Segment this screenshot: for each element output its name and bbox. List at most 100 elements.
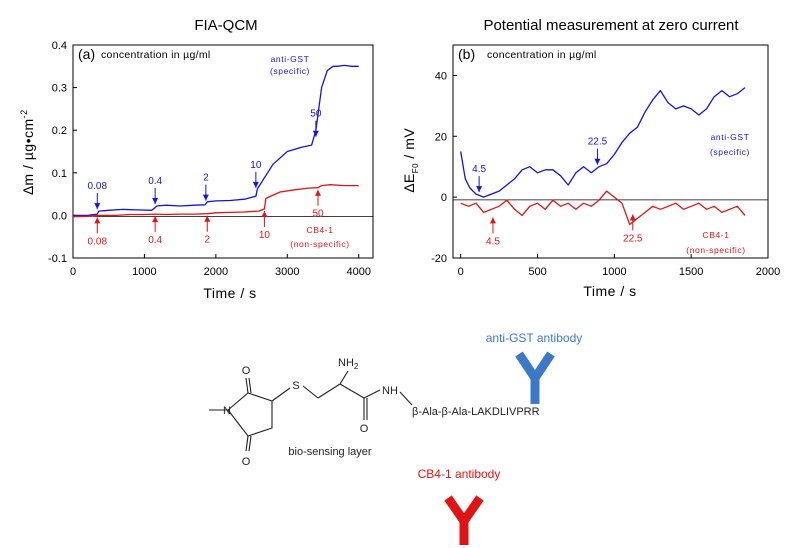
x-tick-label: 3000	[275, 266, 299, 278]
chart-title: FIA-QCM	[194, 17, 257, 34]
y-axis-label-unit: / mV	[401, 128, 417, 163]
annotation-label: 2	[205, 235, 211, 246]
x-tick-label: 2000	[756, 266, 780, 278]
panel-note: concentration in µg/ml	[487, 49, 597, 61]
annotation-arrowhead	[261, 211, 268, 218]
amine-label-main: NH	[338, 357, 354, 369]
potential-chart: Potential measurement at zero current 0 5…	[401, 17, 780, 299]
y-axis-label: ∆EF0 / mV	[401, 128, 420, 193]
x-tick-label: 0	[458, 266, 464, 278]
y-tick-label: 0.1	[52, 168, 67, 180]
x-tick-label: 4000	[346, 266, 370, 278]
amine-label: NH2	[338, 357, 359, 371]
label-specific-line2: (specific)	[270, 66, 310, 76]
anti-gst-antibody-icon	[515, 351, 555, 404]
oxygen-bottom-label: O	[242, 456, 251, 468]
y-tick-label: 0.3	[52, 83, 67, 95]
annotation-arrowhead	[152, 216, 159, 223]
annotation-label: 22.5	[588, 137, 608, 148]
annotation-arrowhead	[152, 198, 159, 205]
annotation-arrowhead	[94, 203, 101, 210]
y-axis-label-main: ∆m / µg•cm	[20, 118, 36, 194]
y-axis-label-sub: F0	[411, 163, 420, 173]
y-tick-label: 0	[441, 192, 447, 204]
chart-title: Potential measurement at zero current	[483, 17, 739, 34]
annotation-label: 0.08	[88, 181, 108, 192]
label-nonspecific-line2: (non-specific)	[686, 245, 745, 255]
y-tick-label: 0.0	[52, 210, 67, 222]
y-tick-label: -20	[431, 253, 447, 265]
annotation-arrowhead	[252, 181, 259, 188]
y-ticks: -20 0 20 40	[431, 70, 457, 265]
carbonyl-oxygen-label: O	[360, 423, 369, 435]
y-axis-label-sup: -2	[19, 109, 29, 118]
annotation-label: 22.5	[623, 233, 643, 244]
annotation-arrowhead	[476, 186, 483, 193]
x-axis-label: Time / s	[203, 285, 256, 301]
series-group	[72, 64, 359, 218]
series-group	[460, 87, 746, 226]
y-tick-label: 40	[435, 70, 447, 82]
x-tick-label: 2000	[204, 266, 228, 278]
annotation-label: 10	[259, 230, 271, 241]
label-nonspecific-line2: (non-specific)	[290, 239, 349, 249]
anti-gst-antibody-label: anti-GST antibody	[486, 331, 583, 345]
annotation-arrowhead	[204, 215, 211, 222]
x-ticks: 0 500 1000 1500 2000	[458, 254, 780, 278]
x-tick-label: 1000	[602, 266, 626, 278]
label-specific-line2: (specific)	[710, 147, 750, 157]
annotation-label: 0.4	[148, 235, 162, 246]
annotation-arrowhead	[312, 130, 319, 137]
y-axis-label-main: ∆E	[401, 173, 417, 192]
chemical-structure	[209, 370, 413, 452]
y-tick-label: 20	[435, 131, 447, 143]
annotation-label: 2	[203, 173, 209, 184]
x-ticks: 0 1000 2000 3000 4000	[70, 254, 371, 278]
annotation-arrowhead	[489, 217, 496, 224]
cb41-antibody-icon	[444, 495, 484, 545]
plot-frame	[452, 44, 769, 259]
y-ticks: -0.1 0.0 0.1 0.2 0.3 0.4	[48, 40, 77, 265]
panel-tag: (b)	[458, 46, 475, 62]
cb41-antibody-label: CB4-1 antibody	[418, 467, 501, 481]
annotations: 0.08 0.4 2 10 50 0.08 0.4 2 10 50	[88, 109, 324, 248]
label-specific-line1: anti-GST	[711, 132, 750, 142]
annotation-arrowhead	[594, 158, 601, 165]
label-specific-line1: anti-GST	[271, 54, 310, 64]
series-line-red	[72, 184, 359, 218]
annotation-label: 0.4	[148, 176, 162, 187]
series-line-red	[460, 190, 746, 226]
annotations: 4.5 22.5 4.5 22.5	[472, 137, 643, 248]
x-axis-label: Time / s	[583, 283, 636, 299]
x-tick-label: 0	[70, 266, 76, 278]
panel-note: concentration in µg/ml	[101, 49, 211, 61]
peptide-label: β-Ala-β-Ala-LAKDLIVPRR	[412, 406, 540, 418]
qcm-chart: FIA-QCM 0 1000 2000 3000 4000 -0.1 0.0 0.1 0.2 0…	[19, 17, 374, 301]
annotation-arrowhead	[315, 189, 321, 196]
x-tick-label: 500	[528, 266, 546, 278]
sulfur-label: S	[292, 380, 299, 392]
annotation-label: 50	[310, 109, 322, 120]
y-axis-label: ∆m / µg•cm-2	[19, 109, 36, 194]
plot-frame	[72, 44, 374, 259]
nitrogen-label: N	[223, 405, 231, 417]
series-line-blue	[73, 64, 359, 217]
annotation-label: 50	[312, 209, 324, 220]
annotation-arrowhead	[94, 217, 101, 224]
biosensor-diagram: anti-GST antibody CB4-1 antibody	[209, 331, 582, 545]
y-tick-label: 0.2	[52, 125, 67, 137]
amine-label-sub: 2	[354, 362, 359, 371]
oxygen-top-label: O	[242, 365, 251, 377]
annotation-arrowhead	[202, 194, 209, 201]
y-tick-label: 0.4	[52, 40, 67, 52]
label-nonspecific-line1: CB4-1	[306, 225, 333, 235]
biosensing-layer-label: bio-sensing layer	[288, 446, 371, 458]
amide-nh-label: NH	[382, 385, 398, 397]
annotation-label: 4.5	[486, 236, 500, 247]
annotation-label: 10	[250, 160, 262, 171]
panel-tag: (a)	[78, 46, 95, 62]
x-tick-label: 1500	[679, 266, 703, 278]
annotation-label: 4.5	[472, 164, 486, 175]
y-tick-label: -0.1	[48, 253, 67, 265]
